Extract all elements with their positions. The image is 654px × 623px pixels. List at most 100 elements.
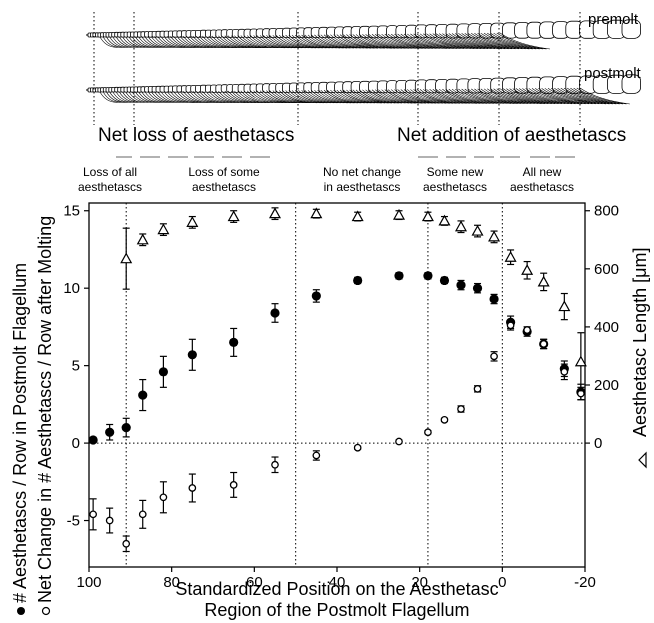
data-point-open [105, 516, 114, 525]
aesthetasc [314, 34, 351, 49]
data-point-triangle [392, 208, 406, 220]
legend-open-triangle [638, 451, 647, 469]
aesthetasc [477, 32, 526, 50]
data-point-open [395, 437, 403, 446]
data-point-open [122, 539, 131, 548]
aesthetasc [391, 33, 434, 49]
aesthetasc [483, 32, 533, 50]
data-point-triangle [136, 233, 149, 245]
aesthetasc [317, 34, 354, 49]
aesthetasc [576, 87, 627, 105]
data-point-triangle [227, 210, 240, 222]
aesthetasc [368, 89, 406, 104]
data-point-filled [311, 291, 321, 301]
aesthetasc [298, 34, 334, 49]
y-right-tick-label: 400 [594, 319, 619, 336]
data-point-open [312, 451, 321, 460]
x-tick-label: 20 [411, 574, 428, 591]
aesthetasc [551, 88, 600, 105]
premolt-label: premolt [588, 11, 639, 28]
aesthetasc [339, 34, 379, 49]
aesthetasc [429, 89, 471, 104]
aesthetasc [375, 34, 416, 49]
aesthetasc [339, 89, 375, 104]
aesthetasc [496, 32, 547, 50]
aesthetasc [346, 89, 382, 104]
data-point-open [229, 481, 238, 489]
data-point-triangle [351, 210, 364, 222]
aesthetasc [288, 34, 323, 49]
y-left-title-line2: Net Change in # Aesthetascs / Row after … [35, 216, 55, 603]
aesthetasc [490, 88, 535, 104]
aesthetasc [400, 89, 440, 104]
aesthetasc [448, 33, 495, 50]
data-point-triangle [438, 214, 451, 226]
region-label-line: in aesthetascs [324, 180, 401, 194]
region-label-line: All new [523, 165, 562, 179]
data-point-filled [489, 294, 499, 304]
y-left-tick-label: 0 [72, 435, 80, 452]
aesthetasc [320, 89, 355, 104]
postmolt-label: postmolt [584, 65, 642, 82]
data-point-filled [472, 283, 483, 293]
aesthetasc [384, 33, 427, 49]
aesthetasc [535, 88, 583, 105]
data-point-triangle [574, 355, 587, 367]
aesthetasc [519, 88, 566, 105]
aesthetasc [320, 34, 358, 49]
aesthetasc [423, 89, 464, 104]
aesthetasc [278, 34, 313, 49]
data-point-open [506, 321, 515, 330]
data-point-filled [439, 275, 450, 286]
aesthetasc [410, 33, 454, 49]
aesthetasc [352, 34, 392, 49]
data-point-filled [270, 308, 280, 318]
aesthetasc [487, 88, 532, 104]
header-net-addition: Net addition of aesthetascs [397, 125, 626, 146]
aesthetasc [464, 88, 508, 104]
aesthetasc [467, 33, 516, 50]
y-right-tick-label: 800 [594, 203, 619, 220]
aesthetasc [496, 88, 542, 104]
aesthetasc [416, 33, 461, 49]
x-axis-title-line2: Region of the Postmolt Flagellum [204, 600, 469, 620]
aesthetasc [301, 34, 337, 49]
data-point-open [138, 510, 147, 519]
data-point-open [440, 416, 449, 424]
aesthetasc [442, 88, 484, 104]
y-right-tick-label: 600 [594, 261, 619, 278]
data-point-triangle [157, 223, 170, 235]
aesthetasc [426, 89, 467, 104]
aesthetasc [413, 89, 454, 104]
aesthetasc [442, 33, 489, 50]
data-point-filled [229, 337, 239, 348]
aesthetasc [413, 33, 458, 49]
aesthetasc [455, 33, 502, 50]
aesthetasc [336, 89, 372, 104]
region-label-line: aesthetascs [423, 180, 487, 194]
aesthetasc [544, 88, 593, 105]
data-point-triangle [268, 207, 282, 219]
aesthetasc [358, 89, 396, 104]
y-right-tick-label: 200 [594, 377, 619, 394]
aesthetasc [531, 88, 579, 105]
aesthetasc [432, 89, 474, 104]
data-point-filled [187, 350, 197, 360]
aesthetasc [493, 88, 539, 104]
aesthetasc [342, 89, 379, 104]
aesthetasc [282, 34, 317, 49]
aesthetasc [461, 33, 509, 50]
x-tick-label: 100 [76, 574, 101, 591]
aesthetasc [541, 88, 590, 105]
x-tick-label: 40 [329, 574, 346, 591]
aesthetasc [506, 88, 552, 104]
header-net-loss: Net loss of aesthetascs [98, 125, 294, 146]
data-marks [88, 207, 587, 553]
data-point-filled [423, 271, 433, 281]
aesthetasc [567, 87, 617, 105]
aesthetasc [381, 33, 423, 49]
aesthetasc [400, 33, 444, 49]
data-point-open [271, 460, 279, 469]
aesthetasc [445, 33, 492, 50]
aesthetasc [349, 34, 389, 49]
